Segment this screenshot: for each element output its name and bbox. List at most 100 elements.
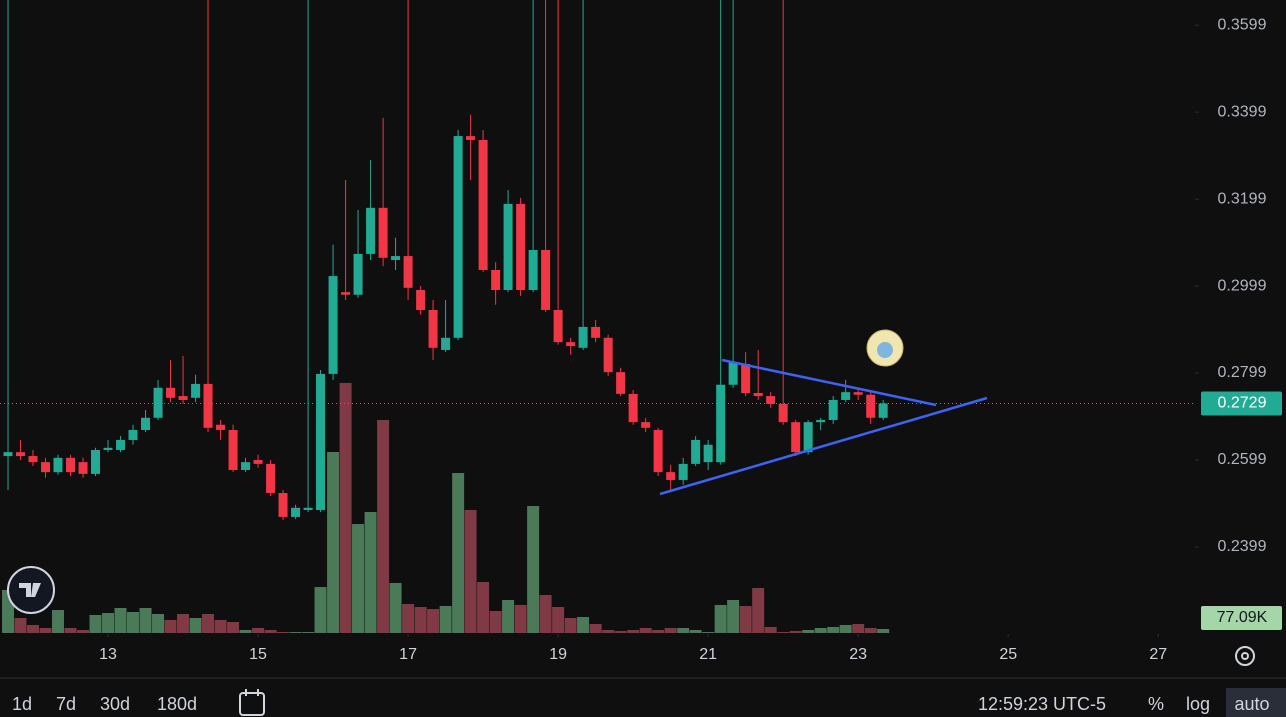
logo[interactable]: [7, 566, 55, 614]
candle-body: [66, 457, 76, 473]
log-toggle[interactable]: log: [1186, 694, 1210, 714]
volume-bar: [689, 629, 702, 633]
candle-body: [391, 256, 401, 260]
volume-bar: [114, 607, 127, 633]
volume-bar: [739, 606, 752, 633]
candle-body: [878, 403, 888, 418]
volume-bar: [377, 419, 390, 633]
candle-body: [753, 393, 763, 397]
volume-bar: [127, 611, 140, 633]
volume-bar: [664, 628, 677, 633]
candle-body: [703, 444, 713, 463]
candle-body: [116, 439, 126, 450]
range-button[interactable]: 30d: [100, 694, 130, 714]
candle-body: [203, 383, 213, 428]
volume-bar: [289, 632, 302, 633]
volume-bar: [477, 581, 490, 633]
volume-bar: [677, 628, 690, 633]
y-tick-label: 0.3599: [1218, 16, 1267, 33]
range-button[interactable]: 1d: [12, 694, 32, 714]
candle-body: [78, 462, 88, 474]
volume-bar: [14, 618, 27, 633]
x-tick-label: 27: [1149, 646, 1167, 663]
candle-body: [678, 463, 688, 480]
volume-bar: [802, 629, 815, 633]
candle-body: [866, 394, 876, 418]
calendar-button[interactable]: [239, 689, 265, 716]
candle-body: [666, 472, 676, 480]
candle-body: [216, 424, 226, 430]
y-tick-label: 0.2599: [1218, 451, 1267, 468]
volume-bar: [702, 632, 715, 633]
volume-bar: [252, 628, 265, 633]
candle-body: [441, 337, 451, 350]
x-tick-label: 19: [549, 646, 567, 663]
candle-body: [53, 457, 63, 473]
volume-bar: [39, 628, 52, 633]
auto-toggle[interactable]: auto: [1234, 694, 1269, 714]
volume-bar: [539, 595, 552, 633]
trend-line[interactable]: [721, 358, 937, 407]
percent-toggle[interactable]: %: [1148, 694, 1164, 714]
volume-bar: [214, 619, 227, 633]
last-price-box: [1201, 391, 1282, 416]
volume-bar: [27, 625, 40, 633]
candle-body: [691, 439, 701, 464]
candle-body: [591, 326, 601, 338]
candle-body: [616, 372, 626, 394]
y-tick-label: 0.3199: [1218, 190, 1267, 207]
range-button[interactable]: 180d: [157, 694, 197, 714]
volume-bar: [302, 632, 315, 633]
range-button[interactable]: 7d: [56, 694, 76, 714]
candle-body: [541, 249, 551, 310]
candle-body: [641, 422, 651, 428]
trend-line[interactable]: [659, 396, 988, 496]
candle-body: [341, 292, 351, 295]
volume-bar: [552, 607, 565, 633]
candle-body: [428, 309, 438, 348]
last-volume-box: [1201, 605, 1282, 630]
volume-bar: [239, 629, 252, 633]
candle-body: [778, 403, 788, 423]
candle-body: [841, 392, 851, 400]
volume-bar: [814, 628, 827, 633]
volume-bar: [564, 618, 577, 633]
candle-body: [791, 422, 801, 453]
volume-bar: [389, 582, 402, 633]
volume-bar: [439, 606, 452, 633]
volume-bar: [427, 609, 440, 633]
volume-bar: [877, 628, 890, 633]
volume-bar: [839, 625, 852, 633]
candle-body: [328, 276, 338, 374]
candle-body: [766, 396, 776, 404]
x-tick-label: 21: [699, 646, 717, 663]
candle-body: [503, 203, 513, 290]
volume-bar: [314, 587, 327, 633]
candle-body: [566, 342, 576, 347]
candle-body: [3, 452, 13, 457]
candle-body: [516, 203, 526, 290]
candle-body: [241, 462, 251, 470]
candle-body: [28, 456, 38, 463]
volume-bar: [327, 451, 340, 633]
volume-bar: [527, 506, 540, 633]
volume-bar: [852, 624, 865, 633]
volume-bar: [714, 604, 727, 633]
candle-body: [366, 207, 376, 254]
volume-bar: [77, 629, 90, 633]
volume-bar: [364, 511, 377, 633]
candle-body: [478, 139, 488, 270]
candle-body: [803, 422, 813, 453]
candle-body: [90, 449, 100, 474]
x-tick-label: 25: [999, 646, 1017, 663]
volume-bar: [64, 628, 77, 633]
candle-body: [191, 383, 201, 398]
volume-bar: [577, 617, 590, 633]
drawings: [659, 329, 988, 496]
candle-body: [716, 384, 726, 463]
auto-background: [1226, 688, 1286, 717]
volume-bar: [752, 588, 765, 633]
settings-gear[interactable]: [1235, 646, 1255, 666]
x-tick-label: 17: [399, 646, 417, 663]
